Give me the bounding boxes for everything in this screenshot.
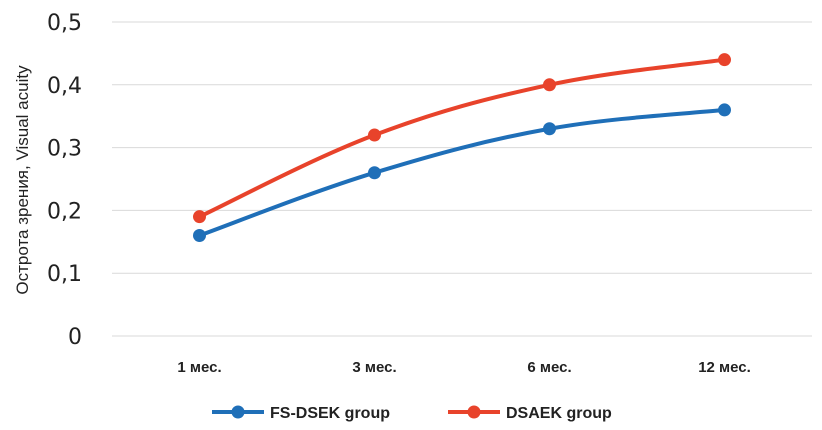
data-point bbox=[718, 103, 731, 117]
x-tick-label: 6 мес. bbox=[527, 359, 571, 376]
data-point bbox=[368, 128, 381, 142]
gridlines bbox=[112, 21, 812, 337]
y-tick-label: 0 bbox=[68, 325, 82, 350]
series-line bbox=[197, 57, 727, 219]
series-group bbox=[193, 53, 731, 243]
y-tick-label: 0,2 bbox=[47, 199, 82, 224]
x-axis-ticks: 1 мес. 3 мес. 6 мес. 12 мес. bbox=[177, 359, 750, 376]
legend-item: FS-DSEK group bbox=[212, 405, 390, 422]
data-point bbox=[543, 78, 556, 92]
y-axis-label: Острота зрения, Visual acuity bbox=[13, 65, 32, 295]
series-2 bbox=[193, 53, 731, 224]
x-tick-label: 3 мес. bbox=[352, 359, 396, 376]
data-point bbox=[193, 229, 206, 243]
data-point bbox=[368, 166, 381, 180]
y-tick-label: 0,1 bbox=[47, 262, 82, 287]
data-point bbox=[718, 53, 731, 67]
x-tick-label: 1 мес. bbox=[177, 359, 221, 376]
legend: FS-DSEK group DSAEK group bbox=[212, 405, 612, 422]
y-axis-ticks: 0 0,1 0,2 0,3 0,4 0,5 bbox=[47, 11, 82, 350]
legend-marker bbox=[467, 405, 481, 419]
y-tick-label: 0,5 bbox=[47, 11, 82, 36]
legend-label: FS-DSEK group bbox=[270, 405, 390, 422]
data-point bbox=[193, 210, 206, 224]
series-line bbox=[197, 107, 727, 238]
series-1 bbox=[193, 103, 731, 243]
legend-item: DSAEK group bbox=[448, 405, 612, 422]
legend-label: DSAEK group bbox=[506, 405, 612, 422]
x-tick-label: 12 мес. bbox=[698, 359, 751, 376]
y-tick-label: 0,3 bbox=[47, 137, 82, 162]
data-point bbox=[543, 122, 556, 136]
legend-marker bbox=[231, 405, 245, 419]
y-tick-label: 0,4 bbox=[47, 74, 82, 99]
